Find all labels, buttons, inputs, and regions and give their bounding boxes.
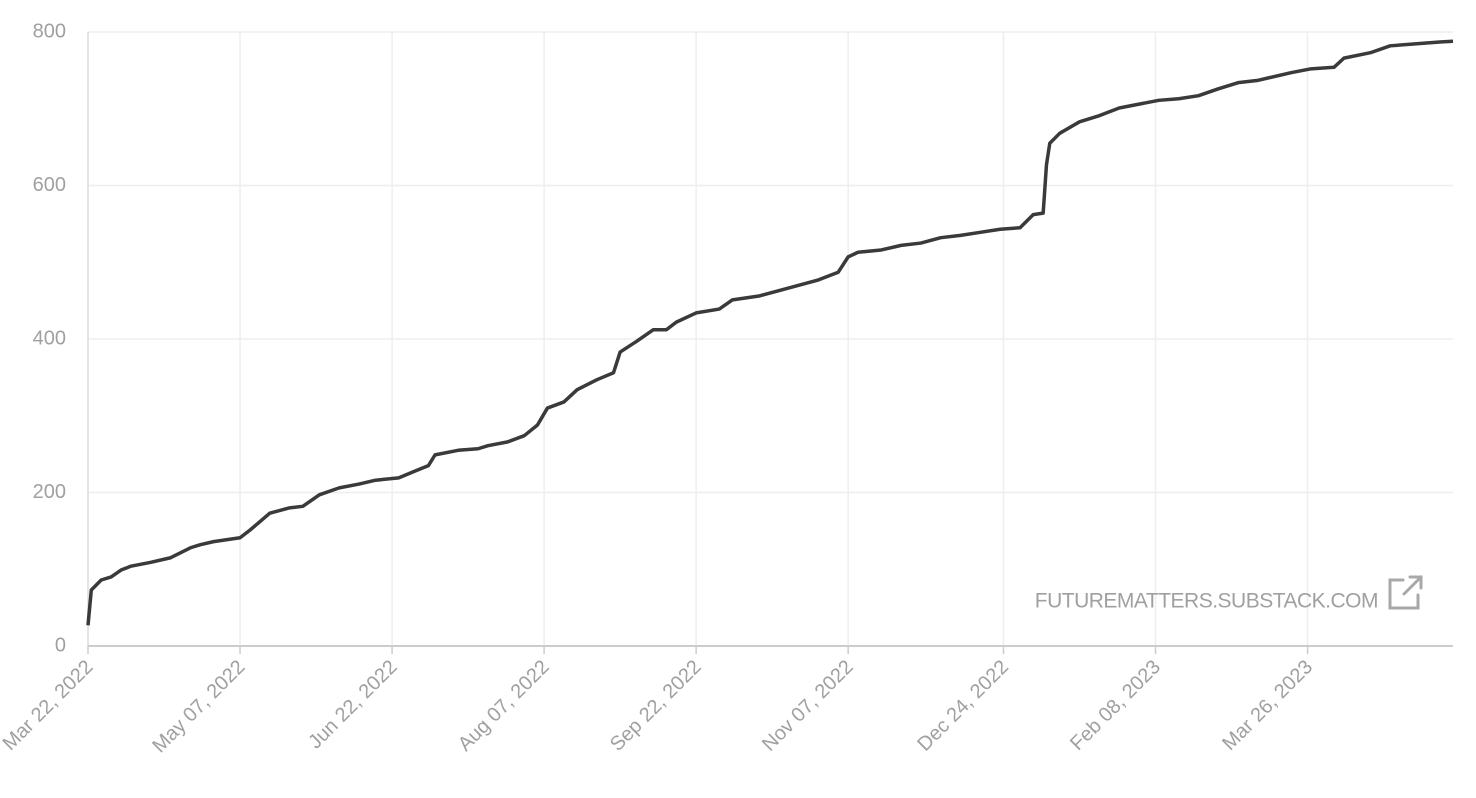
x-tick-label: Mar 22, 2022 — [0, 656, 98, 755]
x-tick-label: Jun 22, 2022 — [304, 656, 401, 753]
y-tick-label: 800 — [33, 20, 66, 42]
watermark: FUTUREMATTERS.SUBSTACK.COM — [1035, 590, 1378, 613]
watermark-icon — [1388, 575, 1423, 610]
y-tick-label: 0 — [55, 634, 66, 656]
line — [86, 39, 1454, 626]
x-tick-label: Aug 07, 2022 — [454, 656, 554, 756]
x-tick-label: Dec 24, 2022 — [913, 656, 1013, 756]
x-tick-label: Nov 07, 2022 — [758, 656, 858, 756]
x-tick-label: May 07, 2022 — [148, 656, 249, 757]
plot: 0 200 400 600 800 Mar 22, 2022 May 07, 2022 Jun… — [0, 20, 1454, 757]
y-tick-label: 200 — [33, 481, 66, 503]
x-tick-label: Sep 22, 2022 — [606, 656, 706, 756]
x-tick-label: Feb 08, 2023 — [1066, 656, 1165, 755]
y-tick-label: 400 — [33, 327, 66, 349]
x-tick-label: Mar 26, 2023 — [1218, 656, 1317, 755]
y-tick-label: 600 — [33, 174, 66, 196]
